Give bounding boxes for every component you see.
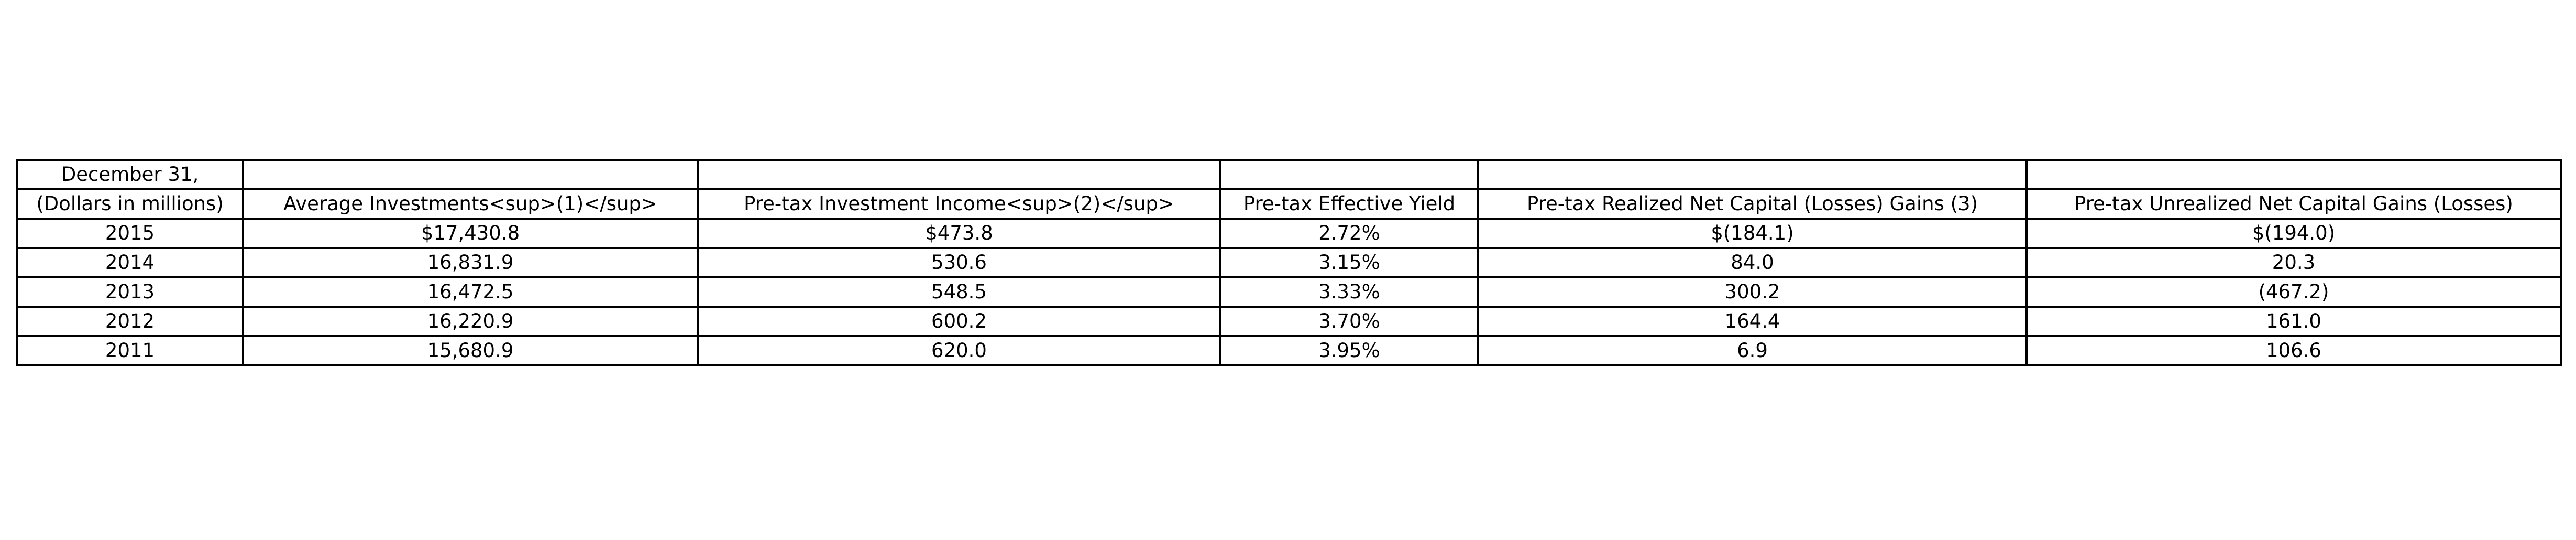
header-cell-date-label: December 31, bbox=[16, 159, 244, 190]
column-header-unrealized-gains: Pre-tax Unrealized Net Capital Gains (Lo… bbox=[2025, 188, 2562, 220]
effective-yield-cell: 3.95% bbox=[1219, 335, 1479, 366]
header-row-date: December 31, bbox=[16, 159, 2562, 190]
column-header-effective-yield: Pre-tax Effective Yield bbox=[1219, 188, 1479, 220]
header-cell-empty bbox=[697, 159, 1221, 190]
table-row: 2013 16,472.5 548.5 3.33% 300.2 (467.2) bbox=[16, 276, 2562, 308]
column-header-realized-gains: Pre-tax Realized Net Capital (Losses) Ga… bbox=[1477, 188, 2028, 220]
average-investments-cell: 15,680.9 bbox=[242, 335, 699, 366]
investment-income-cell: 548.5 bbox=[697, 276, 1221, 308]
unrealized-gains-cell: 161.0 bbox=[2025, 306, 2562, 337]
year-cell: 2011 bbox=[16, 335, 244, 366]
unrealized-gains-cell: (467.2) bbox=[2025, 276, 2562, 308]
table-row: 2014 16,831.9 530.6 3.15% 84.0 20.3 bbox=[16, 247, 2562, 278]
header-row-columns: (Dollars in millions) Average Investment… bbox=[16, 188, 2562, 220]
average-investments-cell: 16,472.5 bbox=[242, 276, 699, 308]
header-cell-empty bbox=[242, 159, 699, 190]
year-cell: 2013 bbox=[16, 276, 244, 308]
header-cell-empty bbox=[1477, 159, 2028, 190]
column-header-investment-income: Pre-tax Investment Income<sup>(2)</sup> bbox=[697, 188, 1221, 220]
column-header-units: (Dollars in millions) bbox=[16, 188, 244, 220]
realized-gains-cell: 164.4 bbox=[1477, 306, 2028, 337]
unrealized-gains-cell: 106.6 bbox=[2025, 335, 2562, 366]
investment-income-cell: 530.6 bbox=[697, 247, 1221, 278]
effective-yield-cell: 2.72% bbox=[1219, 218, 1479, 249]
effective-yield-cell: 3.15% bbox=[1219, 247, 1479, 278]
average-investments-cell: 16,220.9 bbox=[242, 306, 699, 337]
investment-results-table: December 31, (Dollars in millions) Avera… bbox=[16, 159, 2562, 366]
year-cell: 2015 bbox=[16, 218, 244, 249]
realized-gains-cell: 6.9 bbox=[1477, 335, 2028, 366]
effective-yield-cell: 3.33% bbox=[1219, 276, 1479, 308]
year-cell: 2014 bbox=[16, 247, 244, 278]
investment-income-cell: 600.2 bbox=[697, 306, 1221, 337]
unrealized-gains-cell: 20.3 bbox=[2025, 247, 2562, 278]
realized-gains-cell: 84.0 bbox=[1477, 247, 2028, 278]
average-investments-cell: 16,831.9 bbox=[242, 247, 699, 278]
average-investments-cell: $17,430.8 bbox=[242, 218, 699, 249]
investment-income-cell: 620.0 bbox=[697, 335, 1221, 366]
year-cell: 2012 bbox=[16, 306, 244, 337]
effective-yield-cell: 3.70% bbox=[1219, 306, 1479, 337]
header-cell-empty bbox=[1219, 159, 1479, 190]
column-header-average-investments: Average Investments<sup>(1)</sup> bbox=[242, 188, 699, 220]
investment-income-cell: $473.8 bbox=[697, 218, 1221, 249]
realized-gains-cell: 300.2 bbox=[1477, 276, 2028, 308]
table-row: 2011 15,680.9 620.0 3.95% 6.9 106.6 bbox=[16, 335, 2562, 366]
table-row: 2012 16,220.9 600.2 3.70% 164.4 161.0 bbox=[16, 306, 2562, 337]
header-cell-empty bbox=[2025, 159, 2562, 190]
unrealized-gains-cell: $(194.0) bbox=[2025, 218, 2562, 249]
realized-gains-cell: $(184.1) bbox=[1477, 218, 2028, 249]
table-row: 2015 $17,430.8 $473.8 2.72% $(184.1) $(1… bbox=[16, 218, 2562, 249]
